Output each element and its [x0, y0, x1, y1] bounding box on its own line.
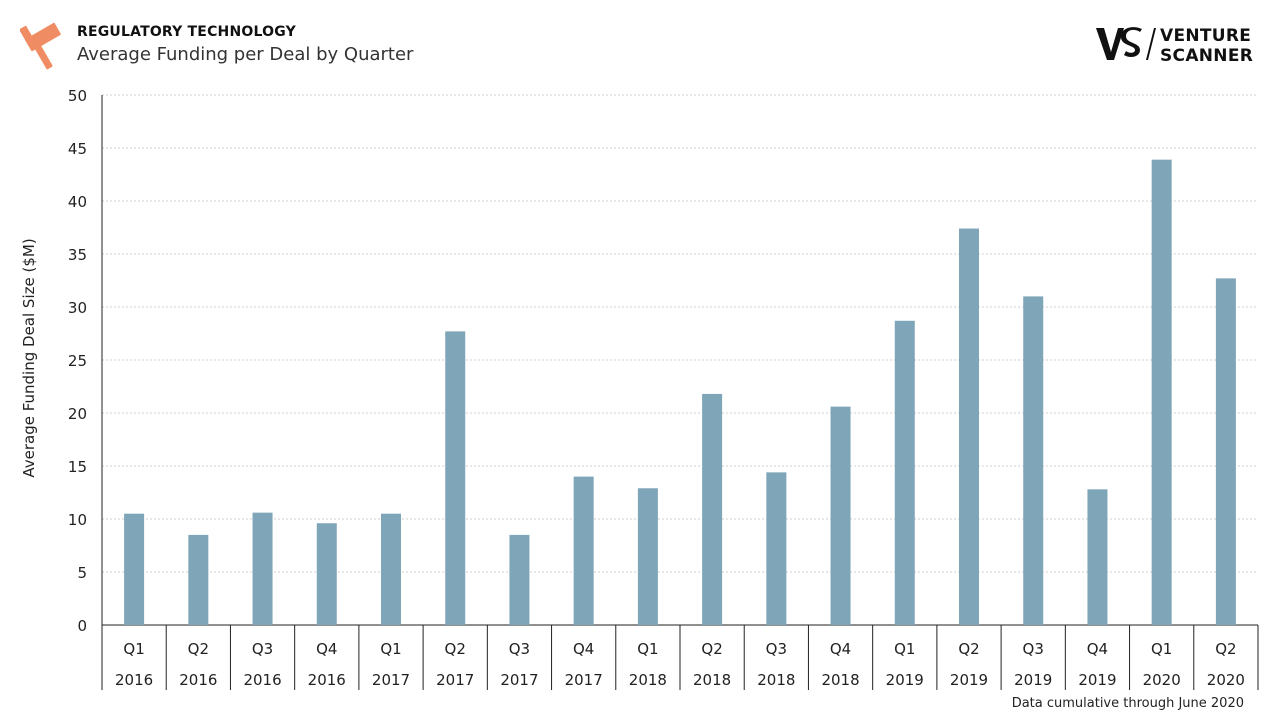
bar — [959, 228, 979, 625]
bar — [252, 512, 273, 625]
x-tick-label-quarter: Q2 — [958, 640, 979, 658]
x-tick-label-year: 2020 — [1207, 671, 1245, 689]
x-tick-label-year: 2016 — [308, 671, 346, 689]
bar — [830, 406, 851, 625]
x-tick-label-quarter: Q3 — [509, 640, 530, 658]
x-tick-label-quarter: Q2 — [445, 640, 466, 658]
y-axis-label: Average Funding Deal Size ($M) — [20, 238, 38, 477]
logo-text-line2: SCANNER — [1160, 46, 1254, 66]
bar — [637, 488, 658, 625]
y-tick-label: 35 — [68, 246, 87, 264]
y-tick-label: 40 — [68, 193, 87, 211]
x-tick-label-quarter: Q4 — [316, 640, 337, 658]
x-tick-label-quarter: Q2 — [1215, 640, 1236, 658]
x-tick-label-year: 2017 — [500, 671, 538, 689]
bar — [316, 523, 337, 625]
x-tick-label-year: 2018 — [693, 671, 731, 689]
bar — [124, 513, 145, 625]
x-tick-label-year: 2016 — [179, 671, 217, 689]
x-tick-label-quarter: Q2 — [188, 640, 209, 658]
x-tick-label-quarter: Q1 — [637, 640, 658, 658]
footnote: Data cumulative through June 2020 — [1011, 696, 1244, 711]
bar — [1087, 489, 1108, 625]
chart-title: Average Funding per Deal by Quarter — [77, 44, 414, 65]
y-tick-label: 20 — [68, 405, 87, 423]
bar — [509, 534, 530, 625]
vs-logo-icon — [1096, 27, 1156, 60]
x-tick-label-year: 2019 — [1014, 671, 1052, 689]
bar — [894, 320, 915, 625]
x-tick-label-quarter: Q3 — [766, 640, 787, 658]
x-tick-label-quarter: Q4 — [1087, 640, 1108, 658]
y-tick-label: 45 — [68, 140, 87, 158]
x-tick-label-year: 2017 — [372, 671, 410, 689]
gavel-icon — [20, 22, 61, 70]
x-tick-label-year: 2019 — [950, 671, 988, 689]
y-tick-label: 50 — [68, 87, 87, 105]
y-tick-label: 10 — [68, 511, 87, 529]
y-tick-label: 25 — [68, 352, 87, 370]
x-tick-label-year: 2017 — [565, 671, 603, 689]
bar — [702, 393, 723, 625]
x-tick-label-quarter: Q2 — [701, 640, 722, 658]
x-tick-label-year: 2016 — [115, 671, 153, 689]
x-tick-label-year: 2018 — [757, 671, 795, 689]
x-tick-label-quarter: Q1 — [894, 640, 915, 658]
bar — [381, 513, 401, 625]
y-tick-label: 15 — [68, 458, 87, 476]
x-tick-label-quarter: Q4 — [573, 640, 594, 658]
y-tick-label: 0 — [77, 617, 87, 635]
x-tick-label-year: 2018 — [629, 671, 667, 689]
x-tick-label-quarter: Q4 — [830, 640, 851, 658]
bar — [766, 472, 787, 625]
x-tick-label-quarter: Q1 — [123, 640, 144, 658]
x-tick-label-year: 2019 — [1078, 671, 1116, 689]
y-tick-label: 30 — [68, 299, 87, 317]
y-tick-label: 5 — [77, 564, 87, 582]
x-tick-label-quarter: Q1 — [1151, 640, 1172, 658]
header: REGULATORY TECHNOLOGY Average Funding pe… — [20, 18, 1260, 78]
bar — [1151, 159, 1172, 625]
x-tick-label-year: 2019 — [886, 671, 924, 689]
x-tick-label-quarter: Q1 — [380, 640, 401, 658]
x-tick-label-quarter: Q3 — [1023, 640, 1044, 658]
x-tick-label-year: 2020 — [1143, 671, 1181, 689]
bar — [1215, 278, 1236, 625]
bar — [1023, 296, 1044, 625]
logo-text-line1: VENTURE — [1160, 26, 1252, 46]
x-tick-label-year: 2018 — [821, 671, 859, 689]
logo-text: VENTURE SCANNER — [1160, 26, 1253, 66]
x-tick-label-quarter: Q3 — [252, 640, 273, 658]
category-label: REGULATORY TECHNOLOGY — [77, 24, 296, 40]
bar — [188, 534, 209, 625]
x-tick-label-year: 2016 — [243, 671, 281, 689]
bar — [445, 331, 466, 625]
bar — [573, 476, 594, 625]
x-tick-label-year: 2017 — [436, 671, 474, 689]
venture-scanner-logo: VENTURE SCANNER — [1094, 24, 1254, 68]
